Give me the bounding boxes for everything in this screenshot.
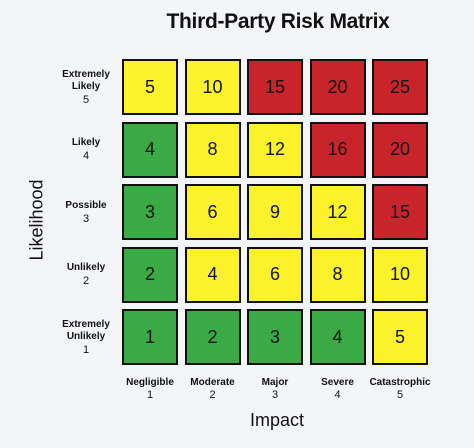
risk-cell: 6	[184, 184, 241, 240]
impact-label: Negligible 1	[119, 376, 181, 402]
risk-cell: 20	[309, 59, 366, 115]
risk-cell: 25	[372, 59, 428, 115]
risk-cell: 4	[122, 121, 178, 178]
impact-label: Severe 4	[307, 376, 369, 402]
y-axis-title-text: Likelihood	[26, 179, 47, 261]
risk-cell: 10	[372, 246, 428, 303]
impact-number: 2	[209, 389, 216, 401]
likelihood-label: Possible 3	[52, 184, 120, 240]
risk-cell: 3	[247, 309, 303, 365]
risk-cell: 6	[247, 246, 303, 303]
likelihood-label-text: Likely	[71, 80, 101, 92]
risk-cell: 9	[247, 184, 303, 240]
risk-cell: 2	[184, 309, 241, 365]
likelihood-label-text: Unlikely	[66, 330, 106, 342]
likelihood-label: Extremely Likely 5	[52, 59, 120, 115]
risk-cell: 15	[247, 59, 303, 115]
risk-cell: 4	[184, 246, 241, 303]
matrix-title: Third-Party Risk Matrix	[166, 10, 390, 33]
likelihood-number: 4	[82, 150, 90, 162]
risk-cell: 16	[309, 121, 366, 178]
risk-cell: 10	[184, 59, 241, 115]
risk-cell: 8	[309, 246, 366, 303]
impact-label: Moderate 2	[182, 376, 244, 402]
impact-number: 4	[334, 389, 341, 401]
impact-number: 1	[146, 389, 154, 401]
risk-cell: 3	[122, 184, 178, 240]
risk-cell: 20	[372, 121, 428, 178]
likelihood-label-text: Extremely	[62, 68, 110, 80]
likelihood-label: Unlikely 2	[52, 247, 120, 303]
likelihood-label-text: Possible	[65, 199, 107, 211]
likelihood-label: Extremely Unlikely 1	[52, 309, 120, 365]
impact-label-text: Negligible	[126, 377, 174, 388]
likelihood-label: Likely 4	[52, 122, 120, 178]
likelihood-label-text: Likely	[71, 137, 101, 148]
risk-cell: 5	[372, 309, 428, 365]
x-axis-title: Impact	[249, 410, 305, 430]
risk-cell: 4	[309, 309, 366, 365]
likelihood-label-text: Extremely	[62, 318, 110, 330]
impact-label-text: Major	[261, 377, 289, 388]
likelihood-number: 1	[82, 343, 90, 356]
risk-cell: 5	[122, 59, 178, 115]
risk-cell: 12	[309, 184, 366, 240]
impact-label-text: Catastrophic	[369, 377, 431, 388]
impact-number: 3	[271, 389, 279, 401]
risk-cell: 2	[122, 246, 178, 303]
likelihood-number: 3	[82, 212, 90, 225]
likelihood-label-text: Unlikely	[66, 262, 106, 273]
impact-label: Catastrophic 5	[369, 376, 431, 402]
risk-cell: 12	[247, 121, 303, 178]
likelihood-number: 5	[82, 93, 90, 106]
risk-cell: 8	[184, 121, 241, 178]
impact-label-text: Moderate	[190, 377, 235, 388]
likelihood-number: 2	[82, 275, 90, 287]
risk-cell: 15	[372, 184, 428, 240]
impact-label: Major 3	[244, 376, 306, 402]
risk-cell: 1	[122, 309, 178, 365]
impact-number: 5	[396, 389, 404, 401]
impact-label-text: Severe	[321, 377, 354, 388]
